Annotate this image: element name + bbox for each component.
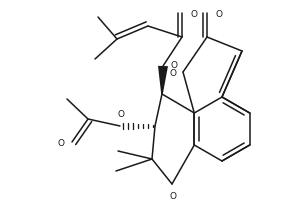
Text: O: O (170, 191, 176, 200)
Text: O: O (57, 138, 64, 147)
Text: O: O (170, 60, 177, 69)
Text: O: O (190, 9, 197, 18)
Text: O: O (169, 68, 176, 77)
Text: O: O (117, 109, 125, 118)
Text: O: O (215, 9, 222, 18)
Polygon shape (158, 67, 168, 95)
